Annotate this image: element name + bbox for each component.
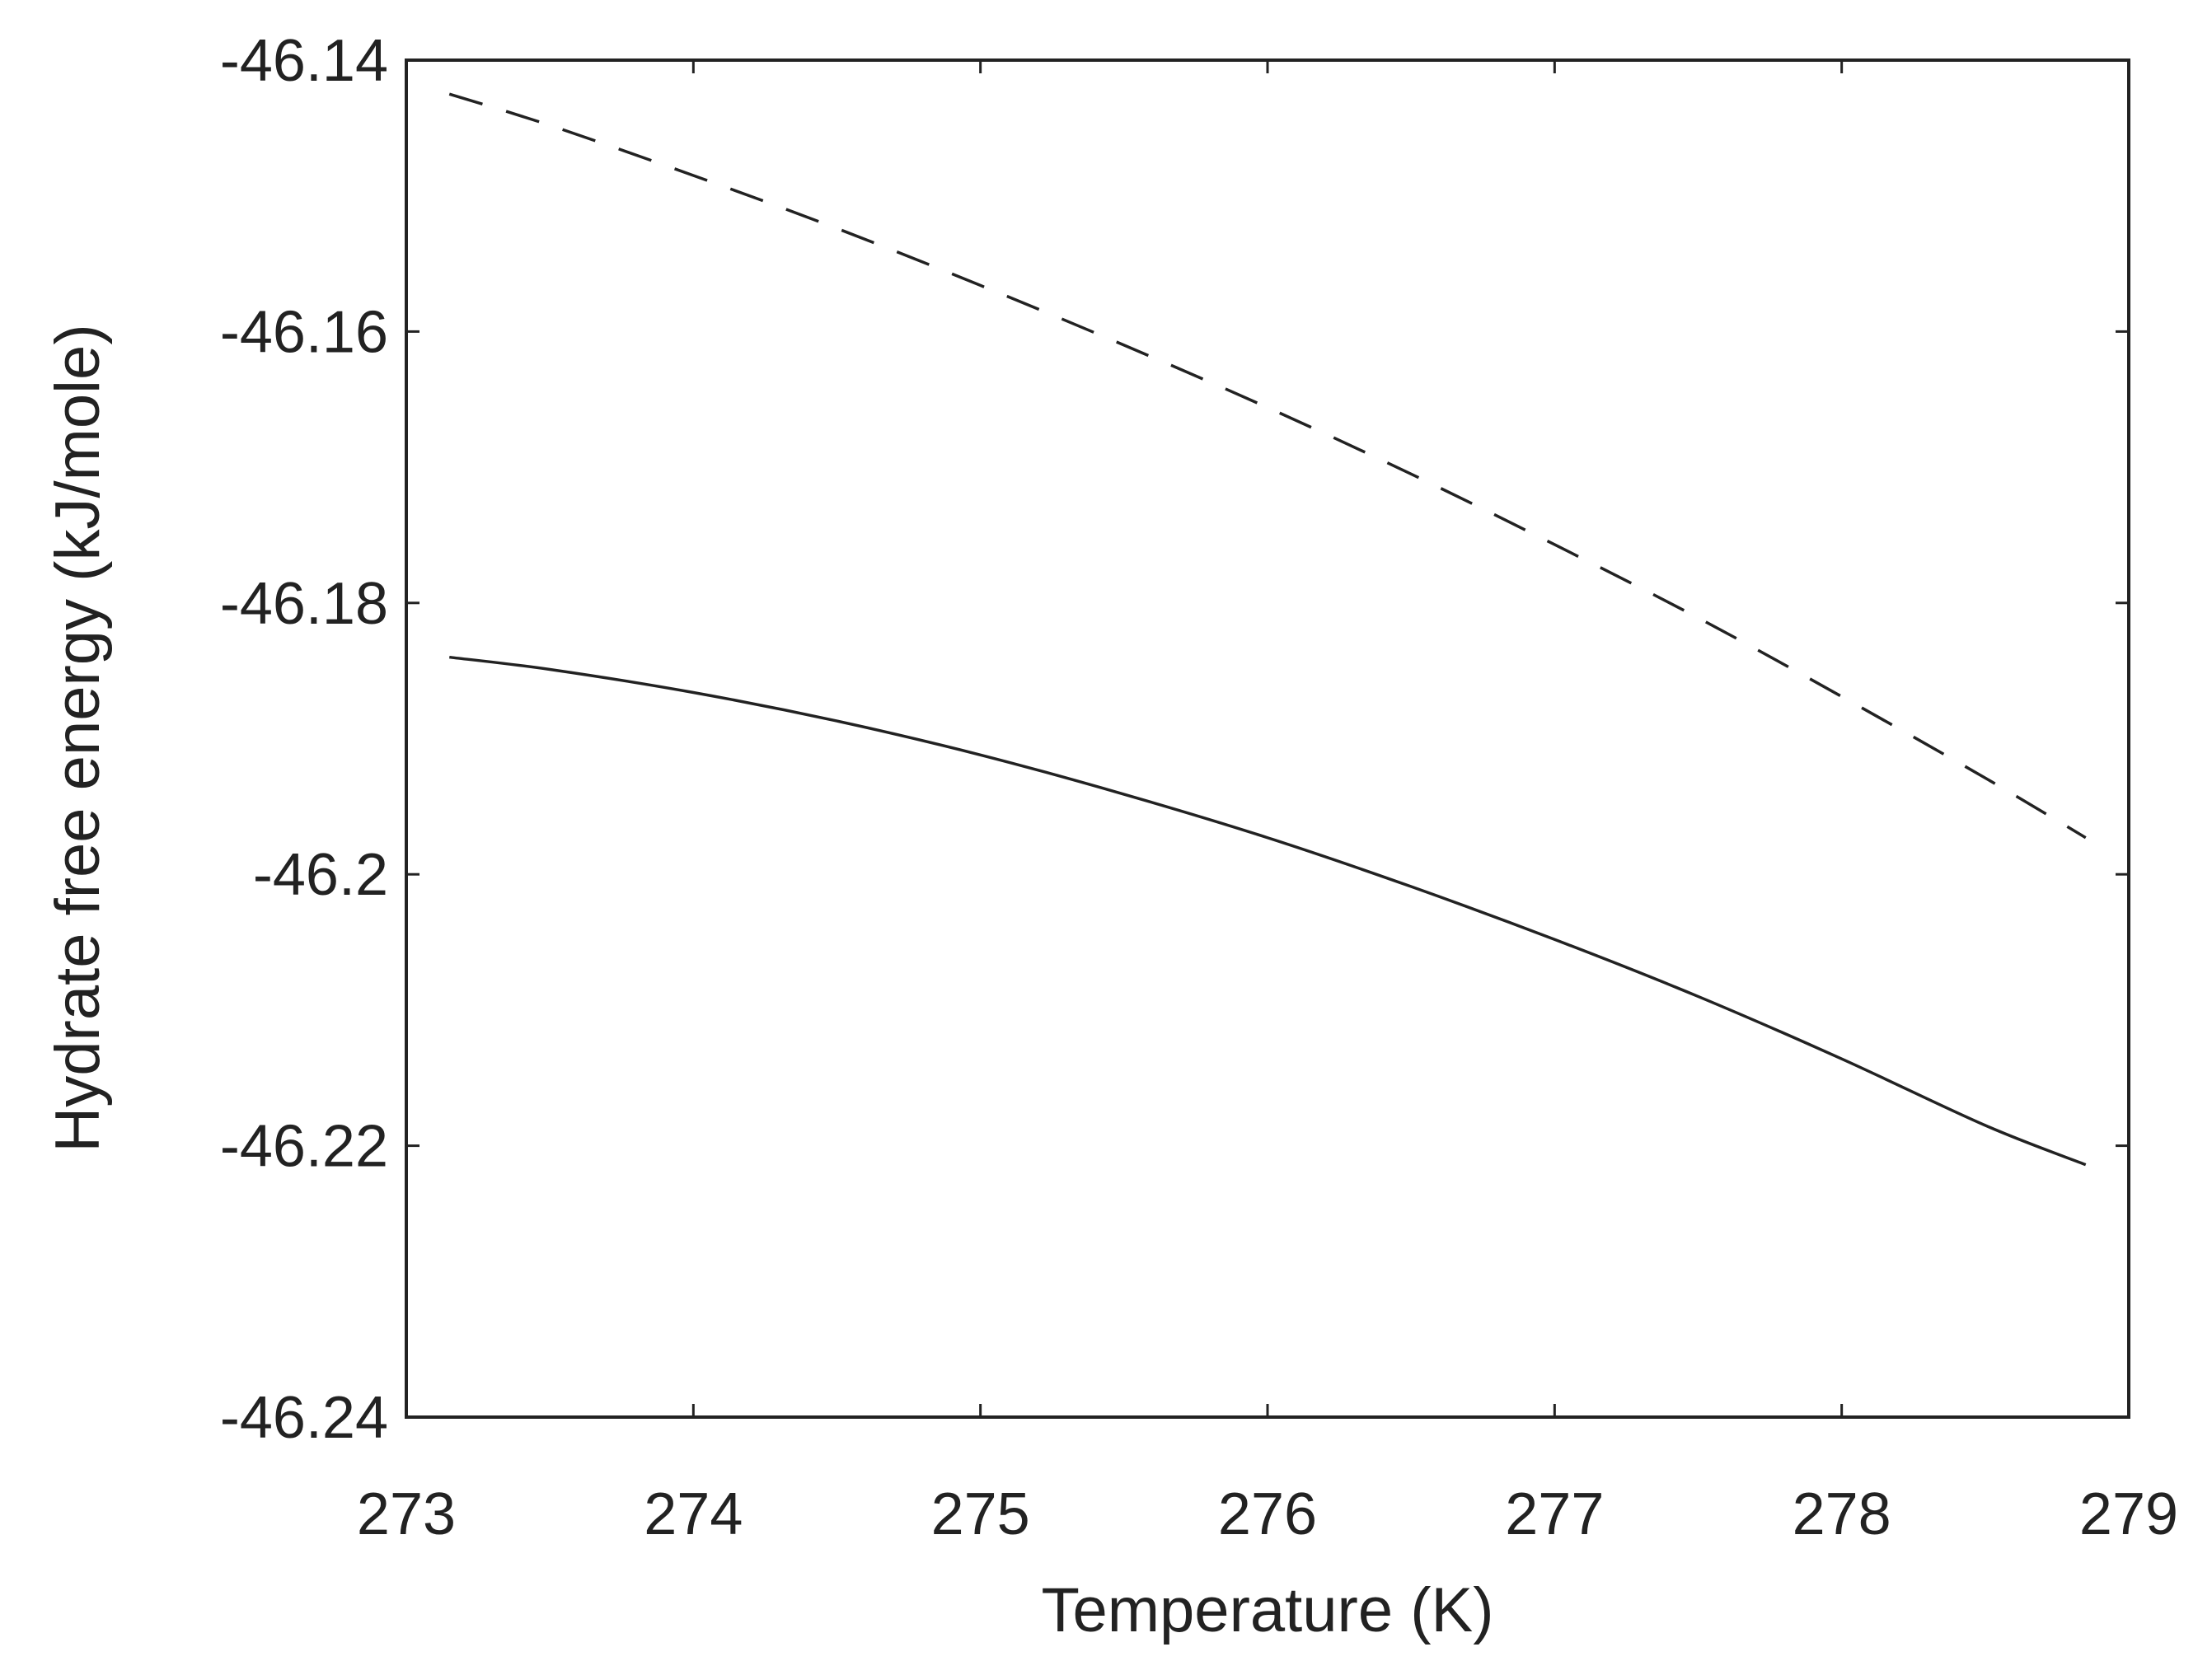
series-layer [448,92,2087,1167]
y-tick-label: -46.14 [220,28,388,94]
y-axis-title: Hydrate free energy (kJ/mole) [43,324,113,1152]
y-tick-label: -46.16 [220,299,388,365]
x-tick-label: 279 [2079,1481,2178,1547]
x-tick-label: 276 [1218,1481,1317,1547]
y-tick-label: -46.24 [220,1385,388,1451]
x-axis-ticks: 273 274 275 276 277 278 279 [357,60,2178,1547]
y-tick-label: -46.22 [220,1114,388,1180]
x-tick-label: 274 [644,1481,743,1547]
x-tick-label: 275 [931,1481,1030,1547]
y-tick-label: -46.2 [253,842,388,908]
y-tick-label: -46.18 [220,571,388,637]
x-axis-title: Temperature (K) [1041,1575,1493,1645]
x-tick-label: 277 [1505,1481,1604,1547]
plot-frame [405,58,2130,1419]
x-tick-label: 278 [1793,1481,1891,1547]
x-tick-label: 273 [357,1481,456,1547]
solid-series-line [449,655,2087,1167]
y-axis-ticks: -46.24 -46.22 -46.2 -46.18 -46.16 -46.14 [220,28,2129,1451]
dashed-series-line [448,92,2087,840]
